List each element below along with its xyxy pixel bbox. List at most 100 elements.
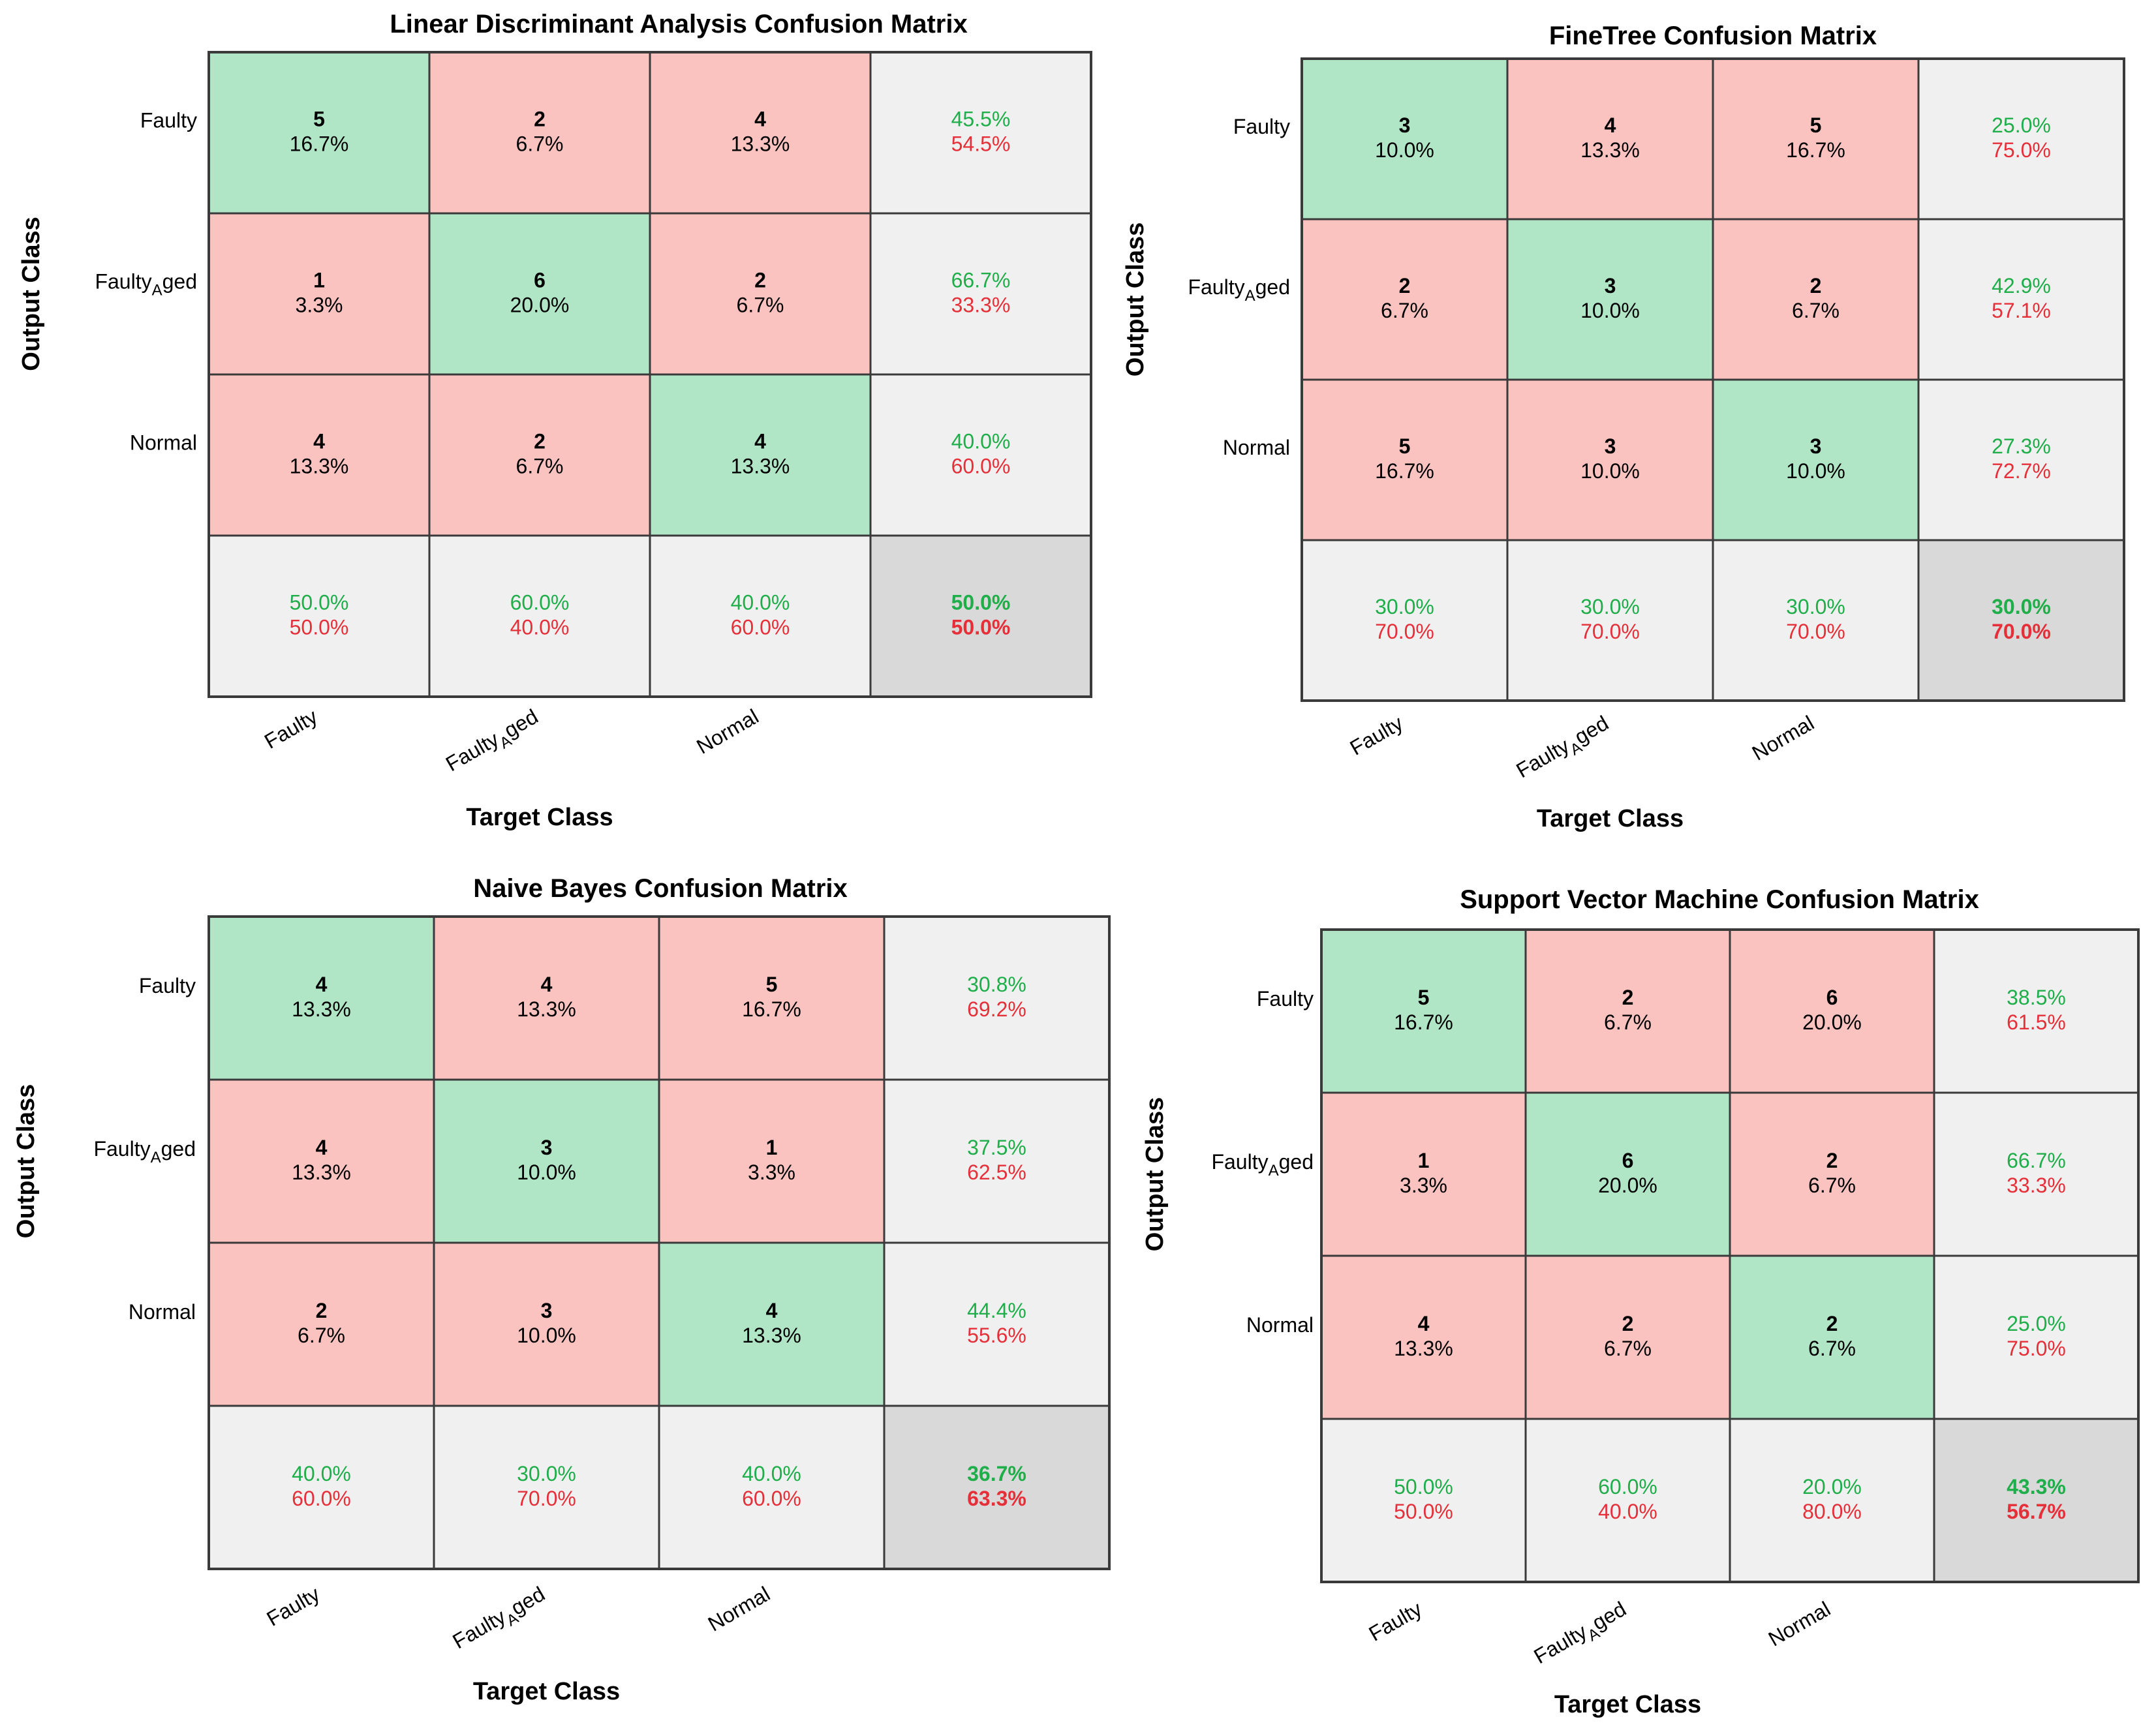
y-tick-label: Faulty bbox=[139, 974, 196, 997]
summary-incorrect-percent: 54.5% bbox=[951, 132, 1011, 156]
summary-incorrect-percent: 50.0% bbox=[951, 616, 1011, 639]
cell-percent: 6.7% bbox=[516, 455, 564, 478]
summary-incorrect-percent: 72.7% bbox=[1992, 459, 2051, 483]
incorrect-cell bbox=[208, 1241, 435, 1407]
cell-percent: 10.0% bbox=[1786, 459, 1845, 483]
row-summary-cell bbox=[1917, 57, 2125, 220]
cell-percent: 16.7% bbox=[742, 997, 801, 1021]
summary-incorrect-percent: 33.3% bbox=[2007, 1174, 2066, 1197]
summary-correct-percent: 50.0% bbox=[951, 591, 1011, 615]
summary-correct-percent: 30.0% bbox=[1375, 595, 1434, 618]
cell-percent: 16.7% bbox=[1394, 1010, 1453, 1034]
incorrect-cell bbox=[433, 915, 660, 1081]
summary-incorrect-percent: 33.3% bbox=[951, 294, 1011, 317]
summary-incorrect-percent: 70.0% bbox=[1786, 620, 1845, 643]
cell-count: 2 bbox=[1622, 986, 1634, 1009]
cell-percent: 20.0% bbox=[1802, 1010, 1862, 1034]
incorrect-cell bbox=[428, 51, 651, 215]
cell-percent: 13.3% bbox=[1580, 138, 1640, 162]
summary-incorrect-percent: 80.0% bbox=[1802, 1500, 1862, 1523]
cell-percent: 6.7% bbox=[298, 1324, 345, 1347]
cell-percent: 6.7% bbox=[1808, 1337, 1856, 1360]
cell-percent: 6.7% bbox=[737, 294, 784, 317]
correct-cell bbox=[428, 212, 651, 376]
correct-cell bbox=[433, 1078, 660, 1244]
cell-percent: 10.0% bbox=[1580, 459, 1640, 483]
cell-count: 3 bbox=[541, 1136, 553, 1159]
cell-percent: 6.7% bbox=[1604, 1010, 1652, 1034]
column-summary-cell bbox=[1712, 539, 1920, 702]
correct-cell bbox=[208, 915, 435, 1081]
cell-count: 4 bbox=[316, 1136, 328, 1159]
overall-accuracy-cell bbox=[1933, 1418, 2140, 1583]
y-axis-label: Output Class bbox=[18, 217, 45, 371]
summary-correct-percent: 20.0% bbox=[1802, 1475, 1862, 1498]
summary-correct-percent: 45.5% bbox=[951, 108, 1011, 131]
incorrect-cell bbox=[1301, 218, 1509, 381]
cell-count: 4 bbox=[541, 973, 553, 996]
y-tick-label: Normal bbox=[1223, 436, 1290, 459]
column-summary-cell bbox=[1729, 1418, 1935, 1583]
cell-count: 5 bbox=[313, 108, 325, 131]
overall-accuracy-cell bbox=[869, 534, 1092, 698]
cell-percent: 13.3% bbox=[731, 455, 790, 478]
summary-incorrect-percent: 40.0% bbox=[1598, 1500, 1657, 1523]
column-summary-cell bbox=[1524, 1418, 1731, 1583]
incorrect-cell bbox=[1301, 378, 1509, 541]
cell-percent: 6.7% bbox=[1808, 1174, 1856, 1197]
y-tick-label: FaultyAged bbox=[93, 1137, 196, 1166]
cell-count: 4 bbox=[766, 1299, 778, 1322]
cell-count: 5 bbox=[1418, 986, 1430, 1009]
summary-incorrect-percent: 70.0% bbox=[1580, 620, 1640, 643]
column-summary-cell bbox=[208, 534, 431, 698]
y-axis-label: Output Class bbox=[1122, 222, 1149, 376]
x-axis-label: Target Class bbox=[473, 1678, 620, 1705]
summary-incorrect-percent: 70.0% bbox=[1375, 620, 1434, 643]
y-tick-label: Normal bbox=[129, 1300, 196, 1324]
overall-accuracy-cell bbox=[1917, 539, 2125, 702]
cell-count: 2 bbox=[534, 108, 546, 131]
incorrect-cell bbox=[1506, 57, 1714, 220]
summary-correct-percent: 30.0% bbox=[1786, 595, 1845, 618]
cell-percent: 10.0% bbox=[517, 1324, 576, 1347]
summary-incorrect-percent: 55.6% bbox=[967, 1324, 1026, 1347]
x-axis-label: Target Class bbox=[466, 804, 613, 831]
summary-incorrect-percent: 69.2% bbox=[967, 997, 1026, 1021]
cell-count: 4 bbox=[1418, 1312, 1430, 1335]
y-tick-label: Normal bbox=[130, 431, 197, 455]
cell-percent: 3.3% bbox=[748, 1161, 795, 1184]
summary-incorrect-percent: 70.0% bbox=[1992, 620, 2051, 643]
cell-count: 2 bbox=[1810, 274, 1822, 297]
summary-correct-percent: 37.5% bbox=[967, 1136, 1026, 1159]
cell-percent: 6.7% bbox=[1604, 1337, 1652, 1360]
confusion-matrix-panel-3: Naive Bayes Confusion Matrix413.3%413.3%… bbox=[12, 874, 1111, 1705]
cell-percent: 3.3% bbox=[1400, 1174, 1447, 1197]
cell-count: 6 bbox=[1622, 1149, 1634, 1172]
confusion-matrix-panel-4: Support Vector Machine Confusion Matrix 5… bbox=[1141, 885, 2140, 1718]
cell-count: 2 bbox=[1622, 1312, 1634, 1335]
summary-correct-percent: 42.9% bbox=[1992, 274, 2051, 297]
cell-count: 1 bbox=[766, 1136, 778, 1159]
row-summary-cell bbox=[883, 1078, 1111, 1244]
y-tick-label: Faulty bbox=[140, 109, 197, 132]
cell-count: 3 bbox=[541, 1299, 553, 1322]
cell-percent: 3.3% bbox=[296, 294, 343, 317]
cell-count: 2 bbox=[1826, 1312, 1838, 1335]
summary-correct-percent: 43.3% bbox=[2007, 1475, 2066, 1498]
cell-percent: 13.3% bbox=[742, 1324, 801, 1347]
matrix-border bbox=[208, 915, 1111, 1570]
cell-count: 3 bbox=[1810, 434, 1822, 458]
incorrect-cell bbox=[649, 51, 872, 215]
summary-incorrect-percent: 60.0% bbox=[292, 1487, 351, 1510]
correct-cell bbox=[1301, 57, 1509, 220]
incorrect-cell bbox=[1524, 1254, 1731, 1420]
summary-correct-percent: 36.7% bbox=[967, 1462, 1026, 1485]
y-axis-label: Output Class bbox=[1141, 1097, 1169, 1251]
cell-percent: 10.0% bbox=[1580, 299, 1640, 322]
x-axis-label: Target Class bbox=[1537, 805, 1684, 832]
cell-count: 5 bbox=[766, 973, 778, 996]
row-summary-cell bbox=[1933, 1091, 2140, 1257]
incorrect-cell bbox=[1712, 218, 1920, 381]
cell-count: 6 bbox=[534, 269, 546, 292]
summary-incorrect-percent: 56.7% bbox=[2007, 1500, 2066, 1523]
